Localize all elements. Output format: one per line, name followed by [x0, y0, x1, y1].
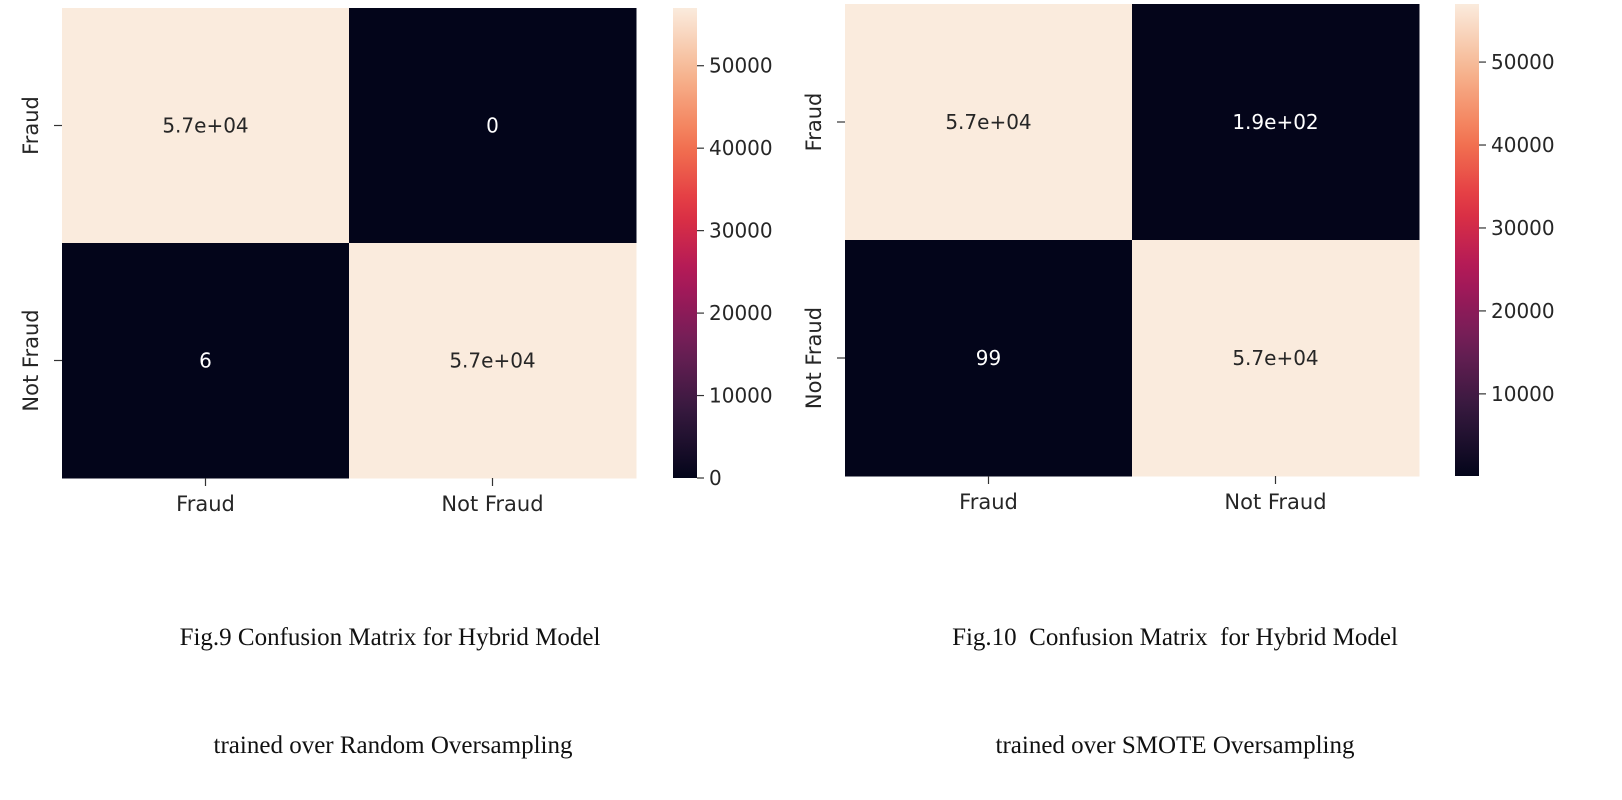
colorbar-tick-label: 10000	[709, 384, 773, 408]
heatmap-cell	[62, 8, 350, 244]
colorbar-tick-label: 40000	[1491, 133, 1555, 157]
caption-fig10-line-2: trained over SMOTE Oversampling	[995, 732, 1355, 759]
caption-fig10: Fig.10 Confusion Matrix for Hybrid Model…	[925, 548, 1425, 800]
figure-canvas: 5.7e+04 0 6 5.7e+04 Fraud Not Fraud Fraud Not F…	[19, 4, 1555, 516]
colorbar-tick-label: 0	[709, 466, 722, 490]
colorbar-tick-label: 30000	[1491, 216, 1555, 240]
cell-value-label: 99	[976, 346, 1001, 370]
cell-value-label: 5.7e+04	[449, 349, 535, 373]
caption-fig9-line-2: trained over Random Oversampling	[213, 732, 573, 759]
colorbar-tick-label: 20000	[1491, 299, 1555, 323]
cell-value-label: 1.9e+02	[1232, 110, 1318, 134]
heatmap-cell	[1132, 4, 1420, 241]
cell-value-label: 6	[199, 349, 212, 373]
heatmap-cell	[349, 8, 637, 244]
x-tick-label: Not Fraud	[441, 492, 543, 516]
confusion-matrix-fig10: 5.7e+04 1.9e+02 99 5.7e+04 Fraud Not Fraud Fra…	[802, 4, 1555, 514]
y-tick-label: Fraud	[19, 96, 43, 155]
caption-fig9-line-1: Fig.9 Confusion Matrix for Hybrid Model	[179, 624, 601, 651]
cell-value-label: 5.7e+04	[1232, 346, 1318, 370]
colorbar	[673, 8, 697, 478]
heatmap-cell	[845, 240, 1133, 477]
y-tick-label: Not Fraud	[19, 309, 43, 411]
confusion-matrix-fig9: 5.7e+04 0 6 5.7e+04 Fraud Not Fraud Fraud Not F…	[19, 8, 773, 516]
x-tick-label: Fraud	[959, 490, 1018, 514]
caption-fig9: Fig.9 Confusion Matrix for Hybrid Model …	[150, 548, 630, 800]
y-tick-label: Fraud	[802, 93, 826, 152]
colorbar	[1455, 4, 1479, 476]
cell-value-label: 0	[486, 114, 499, 138]
colorbar-tick-label: 20000	[709, 301, 773, 325]
heatmap-cell	[349, 243, 637, 479]
colorbar-tick-label: 10000	[1491, 382, 1555, 406]
x-tick-label: Not Fraud	[1224, 490, 1326, 514]
heatmap-cell	[845, 4, 1133, 241]
heatmap-cell	[1132, 240, 1420, 477]
x-tick-label: Fraud	[176, 492, 235, 516]
colorbar-tick-label: 40000	[709, 136, 773, 160]
colorbar-tick-label: 50000	[1491, 50, 1555, 74]
cell-value-label: 5.7e+04	[162, 114, 248, 138]
colorbar-tick-label: 30000	[709, 219, 773, 243]
colorbar-tick-label: 50000	[709, 54, 773, 78]
y-tick-label: Not Fraud	[802, 307, 826, 409]
heatmap-cell	[62, 243, 350, 479]
caption-fig10-line-1: Fig.10 Confusion Matrix for Hybrid Model	[952, 624, 1398, 651]
cell-value-label: 5.7e+04	[945, 110, 1031, 134]
